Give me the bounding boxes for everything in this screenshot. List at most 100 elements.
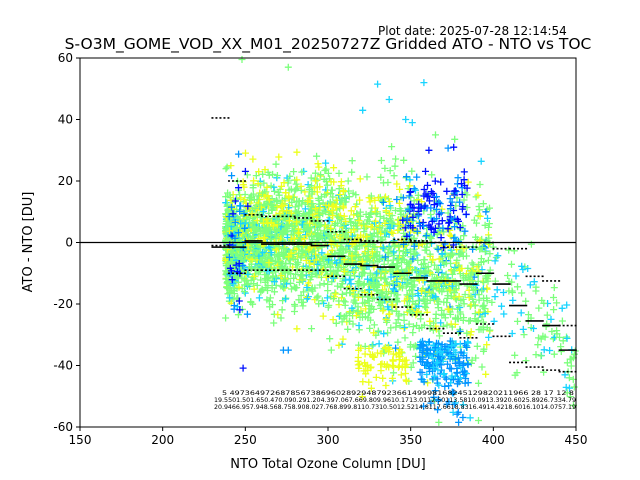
data-point xyxy=(394,226,402,234)
data-point xyxy=(239,364,247,372)
data-point xyxy=(478,363,486,371)
data-point xyxy=(241,224,249,232)
data-point xyxy=(312,169,319,177)
data-point xyxy=(292,261,300,269)
data-point xyxy=(518,262,526,270)
data-point xyxy=(440,228,448,236)
data-point xyxy=(430,372,438,380)
data-point xyxy=(355,322,363,329)
data-point xyxy=(341,301,349,309)
data-point xyxy=(468,356,476,364)
data-point xyxy=(461,291,469,298)
plot-date: Plot date: 2025-07-28 12:14:54 xyxy=(378,24,567,38)
data-point xyxy=(403,302,411,310)
data-point xyxy=(265,171,273,179)
data-point xyxy=(443,349,451,357)
data-point xyxy=(402,250,410,257)
data-point xyxy=(318,249,326,257)
data-point xyxy=(440,371,447,379)
data-point xyxy=(394,316,402,324)
data-point xyxy=(321,222,329,230)
data-point xyxy=(542,323,550,330)
data-point xyxy=(409,213,417,221)
data-point xyxy=(324,287,332,295)
data-point xyxy=(439,258,447,266)
data-point xyxy=(259,189,267,197)
data-point xyxy=(406,188,414,196)
data-point xyxy=(359,281,367,289)
data-point xyxy=(231,275,239,283)
data-point xyxy=(559,337,567,345)
data-point xyxy=(228,250,236,258)
data-point xyxy=(264,219,272,227)
data-point xyxy=(420,222,428,230)
data-point xyxy=(426,317,434,325)
data-point xyxy=(490,317,498,325)
data-point xyxy=(280,179,288,187)
data-point xyxy=(393,180,401,188)
data-point xyxy=(271,187,278,195)
data-point xyxy=(227,249,235,257)
data-point xyxy=(380,179,387,187)
data-point xyxy=(382,315,390,323)
y-tick-label: 40 xyxy=(58,113,73,127)
data-point xyxy=(444,209,452,217)
data-point xyxy=(248,255,256,263)
data-point xyxy=(290,274,298,282)
data-point xyxy=(480,345,488,353)
data-point xyxy=(438,311,446,319)
data-point xyxy=(428,171,436,179)
data-point xyxy=(239,178,247,186)
data-point xyxy=(304,181,312,189)
data-point xyxy=(556,333,563,341)
data-point xyxy=(399,357,407,365)
data-point xyxy=(275,219,283,227)
data-point xyxy=(356,196,364,204)
data-point xyxy=(473,342,481,350)
data-point xyxy=(460,245,468,252)
data-point xyxy=(458,191,466,198)
data-point xyxy=(447,365,455,373)
data-point xyxy=(235,184,242,192)
data-point xyxy=(368,248,376,256)
x-tick-label: 150 xyxy=(69,433,92,447)
data-point xyxy=(429,256,437,263)
data-point xyxy=(427,289,435,297)
data-point xyxy=(486,266,494,274)
data-point xyxy=(348,232,356,240)
data-point xyxy=(410,242,418,250)
data-point xyxy=(296,278,303,286)
data-point xyxy=(231,197,239,205)
data-point xyxy=(550,294,557,301)
data-point xyxy=(273,172,281,179)
data-point xyxy=(306,219,314,227)
data-point xyxy=(563,334,571,342)
data-point xyxy=(303,293,311,301)
data-point xyxy=(407,308,414,316)
data-point xyxy=(265,226,272,234)
data-point xyxy=(231,234,239,242)
data-point xyxy=(412,352,420,360)
data-point xyxy=(261,234,268,242)
data-point xyxy=(425,338,433,346)
x-tick-label: 300 xyxy=(317,433,340,447)
data-point xyxy=(477,157,485,165)
data-point xyxy=(479,200,487,208)
data-point xyxy=(293,148,301,156)
bin-statistics-text: 5 49736497268785673869602892948792366149… xyxy=(214,390,576,411)
data-point xyxy=(307,273,315,281)
data-point xyxy=(379,374,387,382)
data-point xyxy=(338,340,346,348)
data-point xyxy=(238,274,246,282)
data-point xyxy=(422,190,430,198)
data-point xyxy=(402,376,410,384)
data-point xyxy=(361,269,368,277)
data-point xyxy=(333,242,341,250)
data-point xyxy=(432,315,440,322)
data-point xyxy=(290,168,298,176)
data-point xyxy=(548,328,556,335)
data-point xyxy=(508,330,516,337)
data-point xyxy=(451,135,459,143)
data-point xyxy=(460,232,468,240)
data-point xyxy=(297,292,305,299)
